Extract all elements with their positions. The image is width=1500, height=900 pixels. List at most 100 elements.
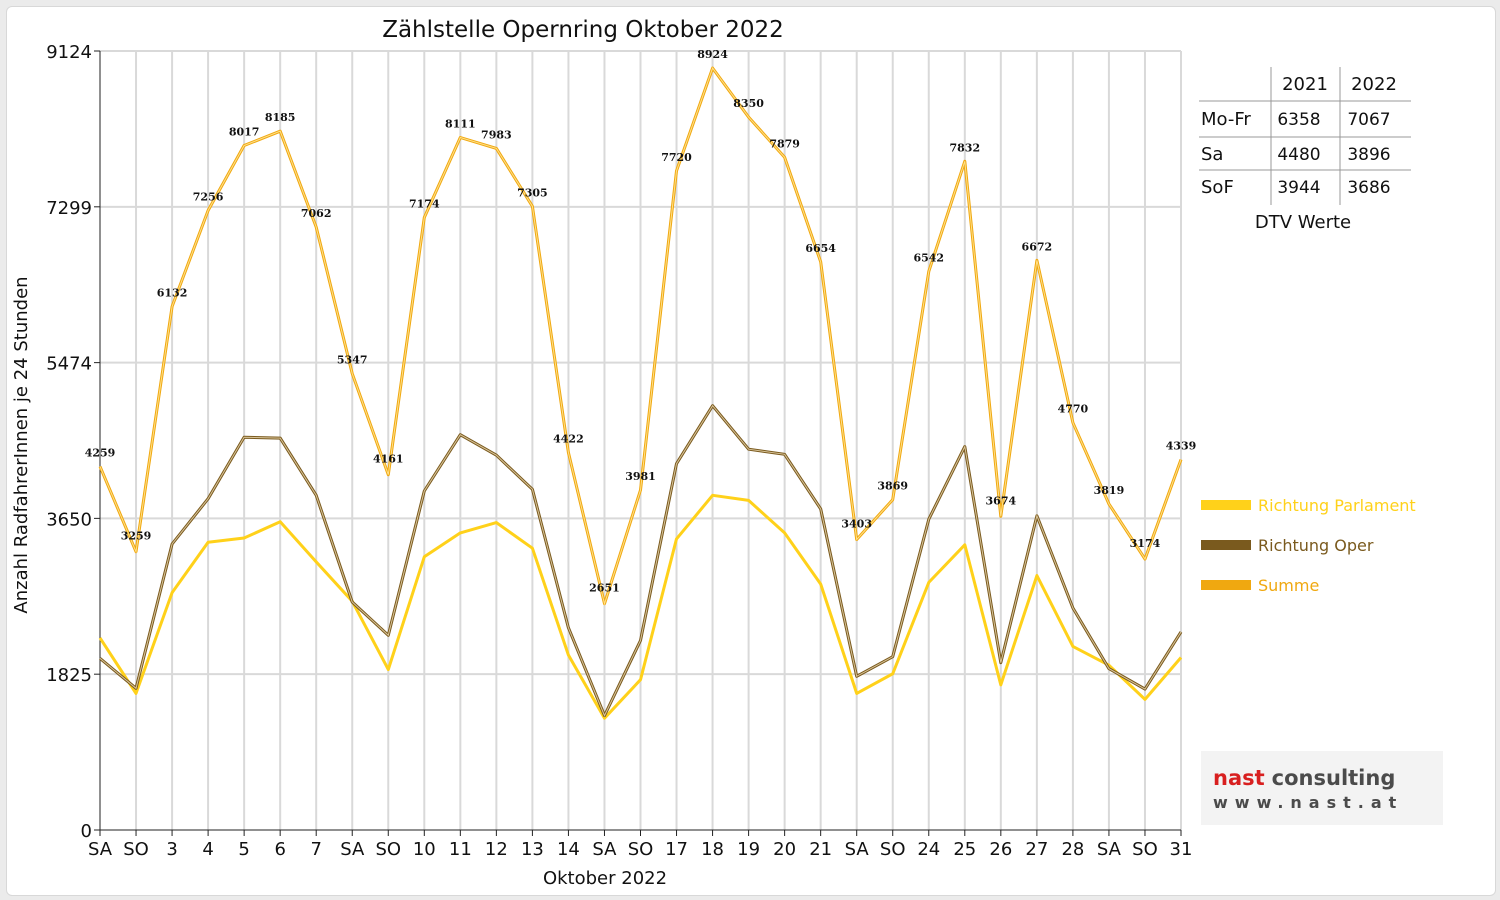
x-tick-label: 10 bbox=[413, 839, 436, 860]
x-tick-label: 13 bbox=[521, 839, 544, 860]
x-tick-label: 31 bbox=[1170, 839, 1193, 860]
data-label: 7305 bbox=[517, 186, 548, 199]
dtv-row-label: Mo-Fr bbox=[1201, 109, 1251, 130]
x-tick-label: 27 bbox=[1025, 839, 1048, 860]
x-tick-label: SA bbox=[1097, 839, 1122, 860]
y-axis-title: Anzahl RadfahrerInnen je 24 Stunden bbox=[11, 276, 32, 613]
nast-logo: nast consulting www.nast.at bbox=[1201, 751, 1443, 825]
dtv-cell: 3944 bbox=[1277, 178, 1320, 198]
x-gridlines bbox=[135, 51, 1182, 830]
dtv-row-label: Sa bbox=[1201, 144, 1223, 165]
x-tick-label: SO bbox=[880, 839, 906, 860]
dtv-cell: 3896 bbox=[1347, 145, 1390, 165]
data-label: 3869 bbox=[877, 480, 908, 493]
series-line-highlight bbox=[99, 404, 1182, 717]
y-tick-label: 1825 bbox=[46, 665, 92, 686]
dtv-cell: 6358 bbox=[1277, 110, 1320, 130]
data-label: 7174 bbox=[409, 197, 440, 210]
dtv-row-label: SoF bbox=[1201, 177, 1234, 198]
x-tick-label: SO bbox=[628, 839, 654, 860]
series-lines bbox=[98, 66, 1183, 720]
x-tick-label: 19 bbox=[737, 839, 760, 860]
chart-panel: Zählstelle Opernring Oktober 2022 0 1825 3… bbox=[6, 6, 1496, 896]
x-tick-label: 17 bbox=[665, 839, 688, 860]
x-tick-label: 20 bbox=[773, 839, 796, 860]
dtv-col-2022: 2022 bbox=[1351, 74, 1397, 95]
x-tick-label: 21 bbox=[809, 839, 832, 860]
data-label: 7832 bbox=[949, 141, 980, 154]
data-label: 7256 bbox=[193, 190, 224, 203]
legend-swatch bbox=[1201, 500, 1251, 510]
data-label: 4259 bbox=[85, 446, 116, 459]
y-axis-ticks: 0 1825 3650 5474 7299 9124 bbox=[46, 42, 100, 842]
data-label: 3174 bbox=[1130, 537, 1161, 550]
data-label: 8350 bbox=[733, 97, 764, 110]
chart-title: Zählstelle Opernring Oktober 2022 bbox=[382, 17, 784, 43]
data-label: 7983 bbox=[481, 128, 512, 141]
legend-label: Summe bbox=[1258, 576, 1319, 595]
y-tick-label: 5474 bbox=[46, 354, 92, 375]
data-label: 3981 bbox=[625, 470, 656, 483]
y-tick-label: 3650 bbox=[46, 509, 92, 530]
dtv-cell: 7067 bbox=[1347, 110, 1390, 130]
y-tick-label: 0 bbox=[81, 821, 92, 842]
x-tick-label: 11 bbox=[449, 839, 472, 860]
data-label: 3259 bbox=[121, 530, 152, 543]
logo-url: www.nast.at bbox=[1213, 793, 1403, 812]
x-tick-label: SA bbox=[845, 839, 870, 860]
data-label: 8017 bbox=[229, 126, 260, 139]
dtv-caption: DTV Werte bbox=[1255, 212, 1351, 233]
dtv-table: 2021 2022 Mo-Fr 6358 7067 Sa 4480 3896 S… bbox=[1199, 67, 1411, 233]
x-tick-label: SA bbox=[592, 839, 617, 860]
data-label: 5347 bbox=[337, 353, 368, 366]
series-line-highlight bbox=[99, 67, 1182, 606]
data-label: 6672 bbox=[1022, 240, 1053, 253]
data-label: 4161 bbox=[373, 453, 404, 466]
x-tick-label: 14 bbox=[557, 839, 580, 860]
y-tick-label: 7299 bbox=[46, 198, 92, 219]
data-label: 2651 bbox=[589, 582, 620, 595]
x-tick-label: SO bbox=[375, 839, 401, 860]
data-label: 6132 bbox=[157, 286, 188, 299]
x-axis-title: Oktober 2022 bbox=[543, 868, 667, 889]
legend-label: Richtung Oper bbox=[1258, 536, 1374, 555]
x-tick-label: 4 bbox=[202, 839, 213, 860]
x-tick-label: 12 bbox=[485, 839, 508, 860]
series-line-0 bbox=[98, 493, 1183, 720]
data-label: 6654 bbox=[805, 242, 836, 255]
data-label: 4339 bbox=[1166, 440, 1197, 453]
x-tick-label: 6 bbox=[274, 839, 285, 860]
data-label: 4422 bbox=[553, 432, 584, 445]
x-tick-label: 28 bbox=[1061, 839, 1084, 860]
x-tick-label: 24 bbox=[917, 839, 940, 860]
legend: Richtung Parlament Richtung Oper Summe bbox=[1201, 496, 1416, 595]
x-tick-label: SA bbox=[340, 839, 365, 860]
x-tick-label: SA bbox=[88, 839, 113, 860]
data-label: 8111 bbox=[445, 117, 476, 130]
x-tick-label: SO bbox=[1132, 839, 1158, 860]
logo-wordmark: nast consulting bbox=[1213, 766, 1395, 790]
x-tick-label: 25 bbox=[953, 839, 976, 860]
data-labels: 4259 3259 6132 7256 8017 8185 7062 5347 4161 7174… bbox=[85, 48, 1197, 595]
legend-swatch bbox=[1201, 580, 1251, 590]
line-chart: Zählstelle Opernring Oktober 2022 018253… bbox=[11, 17, 1443, 889]
x-tick-label: 18 bbox=[701, 839, 724, 860]
data-label: 7879 bbox=[769, 137, 800, 150]
data-label: 3819 bbox=[1094, 484, 1125, 497]
dtv-col-2021: 2021 bbox=[1282, 74, 1328, 95]
data-label: 3674 bbox=[986, 494, 1017, 507]
x-axis-ticks: SA SO 3 4 5 6 7 SA SO 10 11 12 13 14 SA SO 17 18 19 20 21 SA S… bbox=[88, 830, 1192, 860]
data-label: 7062 bbox=[301, 207, 332, 220]
legend-swatch bbox=[1201, 540, 1251, 550]
x-tick-label: SO bbox=[123, 839, 149, 860]
y-tick-label: 9124 bbox=[46, 42, 92, 63]
data-label: 8924 bbox=[697, 48, 728, 61]
data-label: 8185 bbox=[265, 111, 296, 124]
dtv-cell: 4480 bbox=[1277, 145, 1320, 165]
x-tick-label: 5 bbox=[238, 839, 249, 860]
x-tick-label: 3 bbox=[166, 839, 177, 860]
data-label: 3403 bbox=[841, 517, 872, 530]
data-label: 6542 bbox=[913, 251, 944, 264]
legend-label: Richtung Parlament bbox=[1258, 496, 1416, 515]
data-label: 4770 bbox=[1058, 403, 1089, 416]
